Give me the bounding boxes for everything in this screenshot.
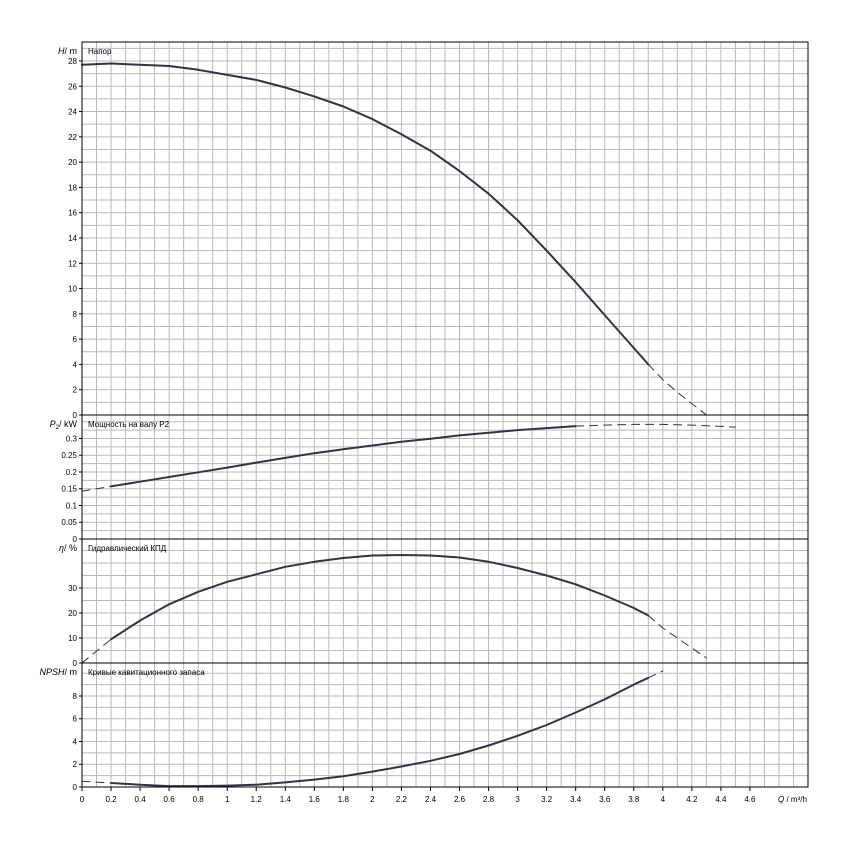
y-axis-label: P2/ kW <box>50 419 78 431</box>
x-tick-label: 4.4 <box>715 795 727 804</box>
y-tick-label: 30 <box>68 584 77 593</box>
y-tick-label: 0 <box>73 535 78 544</box>
y-tick-label: 8 <box>73 310 78 319</box>
panel-label: Напор <box>88 47 112 56</box>
x-tick-label: 2.4 <box>425 795 437 804</box>
x-tick-label: 1.4 <box>280 795 292 804</box>
y-tick-label: 8 <box>73 692 78 701</box>
curve-layer <box>81 62 736 788</box>
y-tick-label: 2 <box>73 386 78 395</box>
x-tick-label: 3.6 <box>599 795 611 804</box>
x-tick-label: 3.4 <box>570 795 582 804</box>
x-axis-label: Q / m³/h <box>778 795 807 804</box>
curve-line <box>110 676 650 788</box>
x-tick-label: 0.8 <box>193 795 205 804</box>
x-tick-label: 2.2 <box>396 795 408 804</box>
x-tick-label: 1.2 <box>251 795 263 804</box>
x-tick-label: 1.8 <box>338 795 350 804</box>
x-tick-label: 3 <box>515 795 520 804</box>
grid-layer <box>82 42 808 787</box>
x-tick-label: 4.2 <box>686 795 698 804</box>
y-tick-label: 0.1 <box>66 501 78 510</box>
y-tick-label: 0.05 <box>61 518 77 527</box>
panel-frame <box>81 662 809 788</box>
y-tick-label: 6 <box>73 335 78 344</box>
y-tick-label: 4 <box>73 737 78 746</box>
y-tick-label: 18 <box>68 183 77 192</box>
y-tick-label: 0 <box>73 659 78 668</box>
panel-label: Гидравлический КПД <box>88 544 167 553</box>
y-tick-label: 20 <box>68 158 77 167</box>
x-tick-label: 0.6 <box>164 795 176 804</box>
curve-line-dashed <box>575 423 736 428</box>
y-tick-label: 22 <box>68 133 77 142</box>
y-tick-label: 26 <box>68 82 77 91</box>
y-tick-label: 0 <box>73 411 78 420</box>
y-tick-label: 0.2 <box>66 468 78 477</box>
curve-line-dashed <box>647 615 707 659</box>
curve-line-dashed <box>81 485 112 492</box>
x-tick-label: 0.4 <box>135 795 147 804</box>
x-tick-label: 0.2 <box>105 795 117 804</box>
y-tick-label: 12 <box>68 259 77 268</box>
y-tick-label: 16 <box>68 209 77 218</box>
y-axis-label: H/ m <box>58 46 77 56</box>
y-tick-label: 0.25 <box>61 451 77 460</box>
panel-label: Мощность на валу P2 <box>88 420 170 429</box>
curve-line <box>110 425 577 488</box>
y-tick-label: 20 <box>68 609 77 618</box>
curve-line <box>110 554 650 641</box>
curve-line-dashed <box>647 670 664 679</box>
y-tick-label: 0.15 <box>61 485 77 494</box>
panel-label: Кривые кавитационного запаса <box>88 668 205 677</box>
y-tick-label: 0 <box>73 783 78 792</box>
y-axis-label: NPSH/ m <box>39 667 77 677</box>
curve-line-dashed <box>81 780 112 784</box>
y-tick-label: 10 <box>68 285 77 294</box>
x-tick-label: 1 <box>225 795 230 804</box>
frame-layer <box>79 41 809 791</box>
curve-line-dashed <box>647 363 707 416</box>
y-tick-label: 2 <box>73 760 78 769</box>
x-tick-label: 2 <box>370 795 375 804</box>
y-tick-label: 0.3 <box>66 434 78 443</box>
y-tick-label: 24 <box>68 108 77 117</box>
y-tick-label: 4 <box>73 360 78 369</box>
curve-line-dashed <box>81 638 112 664</box>
x-tick-label: 3.8 <box>628 795 640 804</box>
x-tick-label: 3.2 <box>541 795 553 804</box>
x-tick-label: 1.6 <box>309 795 321 804</box>
y-tick-label: 28 <box>68 57 77 66</box>
curve-line <box>81 62 650 366</box>
y-tick-label: 10 <box>68 634 77 643</box>
x-tick-label: 2.6 <box>454 795 466 804</box>
x-tick-label: 0 <box>80 795 85 804</box>
y-tick-label: 6 <box>73 715 78 724</box>
x-tick-label: 2.8 <box>483 795 495 804</box>
y-axis-label: η/ % <box>59 543 77 553</box>
x-tick-label: 4 <box>661 795 666 804</box>
x-tick-label: 4.6 <box>744 795 756 804</box>
y-tick-label: 14 <box>68 234 77 243</box>
